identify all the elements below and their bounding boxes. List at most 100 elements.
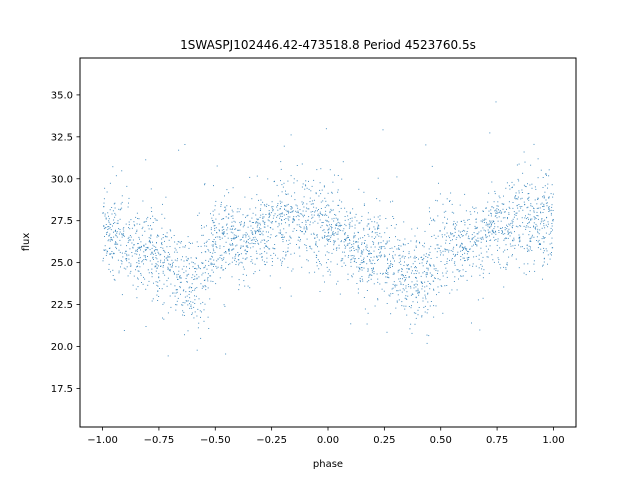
data-point (223, 252, 225, 254)
data-point (151, 251, 153, 253)
data-point (276, 206, 278, 208)
data-point (162, 262, 164, 264)
data-point (283, 219, 285, 220)
data-point (543, 241, 545, 243)
data-point (470, 213, 472, 215)
data-point (423, 254, 425, 256)
data-point (440, 245, 442, 247)
data-point (207, 249, 209, 251)
data-point (364, 243, 365, 244)
data-point (155, 255, 157, 256)
data-point (396, 248, 398, 250)
data-point (411, 332, 413, 334)
data-point (425, 253, 427, 255)
data-point (505, 267, 507, 269)
data-point (147, 216, 149, 218)
data-point (363, 259, 364, 261)
data-point (537, 230, 539, 232)
data-point (512, 240, 514, 242)
data-point (349, 242, 351, 244)
data-point (219, 230, 220, 232)
data-point (442, 275, 444, 277)
data-point (526, 225, 528, 227)
data-point (232, 257, 234, 259)
data-point (215, 227, 217, 229)
data-point (485, 245, 487, 247)
data-point (447, 218, 448, 220)
data-point (152, 215, 154, 217)
data-point (299, 209, 301, 211)
data-point (524, 185, 526, 187)
data-point (110, 253, 112, 255)
data-point (286, 194, 288, 195)
data-point (543, 196, 545, 198)
data-point (487, 201, 489, 203)
data-point (232, 215, 234, 217)
data-point (337, 280, 339, 282)
data-point (317, 213, 319, 215)
data-point (537, 241, 539, 243)
data-point (106, 191, 108, 193)
data-point (246, 233, 248, 235)
data-point (268, 231, 269, 233)
data-point (319, 211, 321, 213)
data-point (386, 242, 388, 244)
data-point (323, 186, 325, 188)
data-point (496, 210, 498, 212)
data-point (134, 225, 136, 227)
data-point (523, 263, 525, 265)
data-point (105, 249, 107, 251)
data-point (165, 236, 167, 238)
data-point (430, 265, 432, 267)
data-point (485, 237, 487, 239)
data-point (528, 245, 530, 247)
data-point (327, 235, 329, 237)
data-point (513, 239, 515, 241)
data-point (344, 207, 346, 209)
data-point (377, 227, 379, 229)
data-point (433, 280, 435, 282)
data-point (379, 232, 381, 234)
data-point (157, 281, 159, 283)
data-point (302, 183, 304, 185)
data-point (461, 235, 463, 237)
data-point (539, 229, 541, 231)
data-point (437, 286, 439, 288)
x-tick-label: −0.75 (144, 435, 175, 446)
data-point (179, 287, 181, 289)
data-point (153, 245, 155, 247)
data-point (544, 185, 546, 187)
data-point (151, 272, 153, 273)
data-point (292, 211, 294, 213)
data-point (423, 306, 425, 308)
data-point (223, 231, 225, 233)
data-point (269, 214, 271, 216)
data-point (203, 280, 205, 281)
data-point (235, 254, 237, 256)
data-point (324, 214, 326, 216)
data-point (334, 214, 336, 215)
data-point (526, 244, 528, 246)
data-point (368, 253, 370, 255)
data-point (462, 275, 464, 277)
data-point (454, 255, 456, 257)
data-point (156, 236, 158, 238)
data-point (526, 247, 528, 249)
data-point (404, 238, 406, 240)
data-point (103, 225, 105, 227)
data-point (369, 273, 371, 275)
data-point (305, 185, 307, 187)
data-point (348, 227, 350, 229)
data-point (548, 206, 550, 208)
data-point (546, 174, 547, 176)
data-point (296, 224, 298, 226)
data-point (166, 246, 168, 248)
data-point (359, 264, 361, 265)
data-point (151, 252, 153, 254)
data-point (384, 282, 386, 284)
data-point (224, 206, 226, 208)
data-point (490, 209, 492, 211)
data-point (103, 206, 105, 208)
data-point (324, 281, 325, 283)
data-point (205, 259, 207, 261)
